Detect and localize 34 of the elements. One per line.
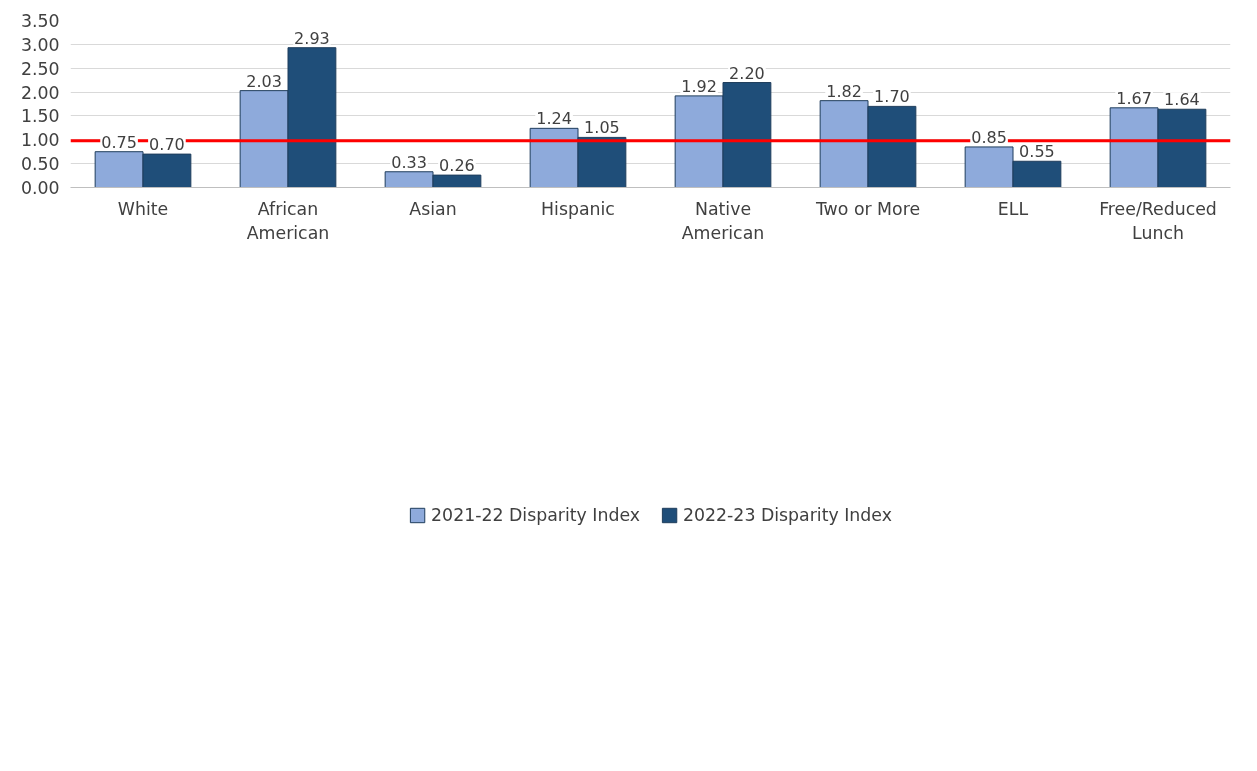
data-label: 0.55 bbox=[1019, 142, 1055, 162]
x-tick-label: Two or More bbox=[814, 198, 921, 219]
y-tick-label: 0.00 bbox=[20, 178, 60, 198]
data-label: 1.05 bbox=[584, 118, 620, 138]
data-label: 1.82 bbox=[826, 81, 862, 101]
data-label: 1.67 bbox=[1116, 88, 1152, 108]
y-tick-label: 2.00 bbox=[20, 82, 60, 103]
data-label: 1.70 bbox=[874, 87, 910, 107]
data-label: 1.64 bbox=[1164, 90, 1200, 110]
data-label: 0.70 bbox=[149, 135, 185, 155]
legend-label: 2021-22 Disparity Index bbox=[431, 505, 640, 525]
y-tick-label: 2.50 bbox=[20, 58, 60, 79]
data-label: 0.33 bbox=[391, 152, 427, 172]
y-tick-label: 0.50 bbox=[20, 154, 60, 175]
data-label: 1.24 bbox=[536, 109, 572, 129]
x-tick-label: Asian bbox=[409, 198, 457, 219]
data-label: 0.26 bbox=[439, 156, 475, 176]
x-tick-label: Hispanic bbox=[541, 198, 615, 219]
data-label: 1.92 bbox=[681, 76, 717, 96]
x-tick-label: ELL bbox=[997, 198, 1029, 219]
x-tick-label: African American bbox=[246, 198, 330, 243]
y-tick-label: 3.50 bbox=[20, 11, 60, 31]
data-label: 2.93 bbox=[294, 28, 330, 48]
x-tick-label: Free/Reduced Lunch bbox=[1099, 198, 1217, 243]
data-label: 2.20 bbox=[729, 63, 765, 83]
y-tick-label: 1.00 bbox=[20, 130, 60, 151]
x-tick-label: Native American bbox=[681, 198, 765, 243]
x-tick-label: White bbox=[117, 198, 169, 219]
y-tick-label: 1.50 bbox=[20, 106, 60, 127]
legend-label: 2022-23 Disparity Index bbox=[683, 505, 892, 525]
data-label: 0.75 bbox=[101, 132, 137, 152]
data-label: 0.85 bbox=[971, 127, 1007, 147]
data-label: 2.03 bbox=[246, 71, 282, 91]
y-tick-label: 3.00 bbox=[20, 34, 60, 55]
